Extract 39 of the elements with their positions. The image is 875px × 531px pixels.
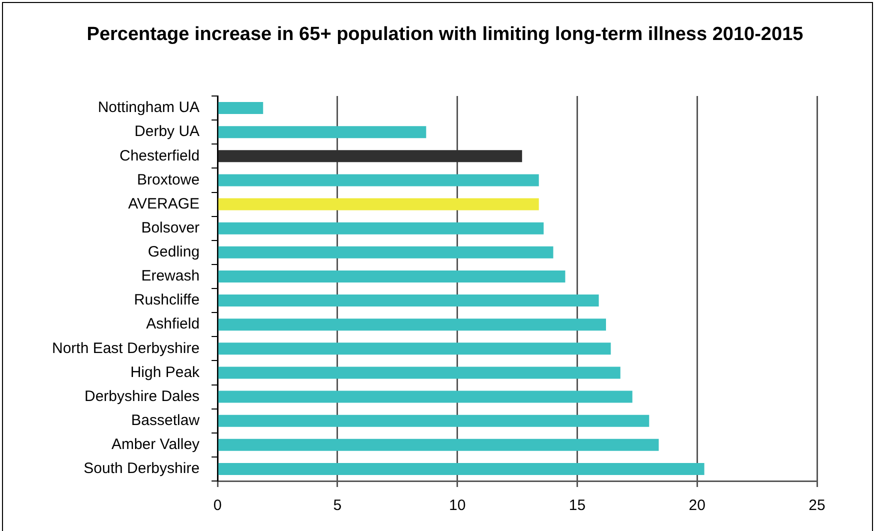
bar <box>218 366 620 379</box>
y-tick-label: North East Derbyshire <box>52 340 200 357</box>
y-tick-label: Gedling <box>148 244 200 261</box>
bar <box>218 342 611 355</box>
bar <box>218 150 522 162</box>
bar <box>218 222 544 234</box>
y-tick-label: Rushcliffe <box>134 292 200 309</box>
y-tick-label: AVERAGE <box>128 195 200 212</box>
bar <box>218 294 599 307</box>
bar <box>218 462 704 475</box>
y-tick-label: South Derbyshire <box>84 460 200 478</box>
y-tick-label: Derby UA <box>134 123 200 140</box>
y-tick-label: Erewash <box>141 268 200 285</box>
y-tick-label: High Peak <box>130 364 200 381</box>
y-tick-label: Derbyshire Dales <box>84 388 200 405</box>
bar <box>218 102 264 114</box>
y-tick-label: Amber Valley <box>111 436 200 454</box>
bar <box>218 390 632 403</box>
bar <box>218 318 606 331</box>
x-tick-label: 15 <box>568 497 586 514</box>
y-tick-label: Nottingham UA <box>98 99 200 116</box>
bar <box>218 414 650 427</box>
bar <box>218 438 659 451</box>
y-tick-label: Ashfield <box>146 316 200 333</box>
y-tick-label: Broxtowe <box>137 171 200 188</box>
bar <box>218 246 554 258</box>
x-tick-label: 20 <box>688 497 706 514</box>
chart-title: Percentage increase in 65+ population with limiting long-term illness 2010-2015 <box>86 23 804 47</box>
x-tick-label: 5 <box>333 497 342 514</box>
x-tick-label: 10 <box>448 497 466 514</box>
y-tick-label: Bassetlaw <box>131 412 200 429</box>
x-tick-label: 0 <box>213 497 222 514</box>
bar <box>218 174 539 186</box>
bar <box>218 270 566 282</box>
y-tick-label: Bolsover <box>141 219 200 236</box>
bar <box>218 126 426 138</box>
y-tick-label: Chesterfield <box>120 147 200 164</box>
x-tick-label: 25 <box>808 497 826 514</box>
bar <box>218 198 539 210</box>
